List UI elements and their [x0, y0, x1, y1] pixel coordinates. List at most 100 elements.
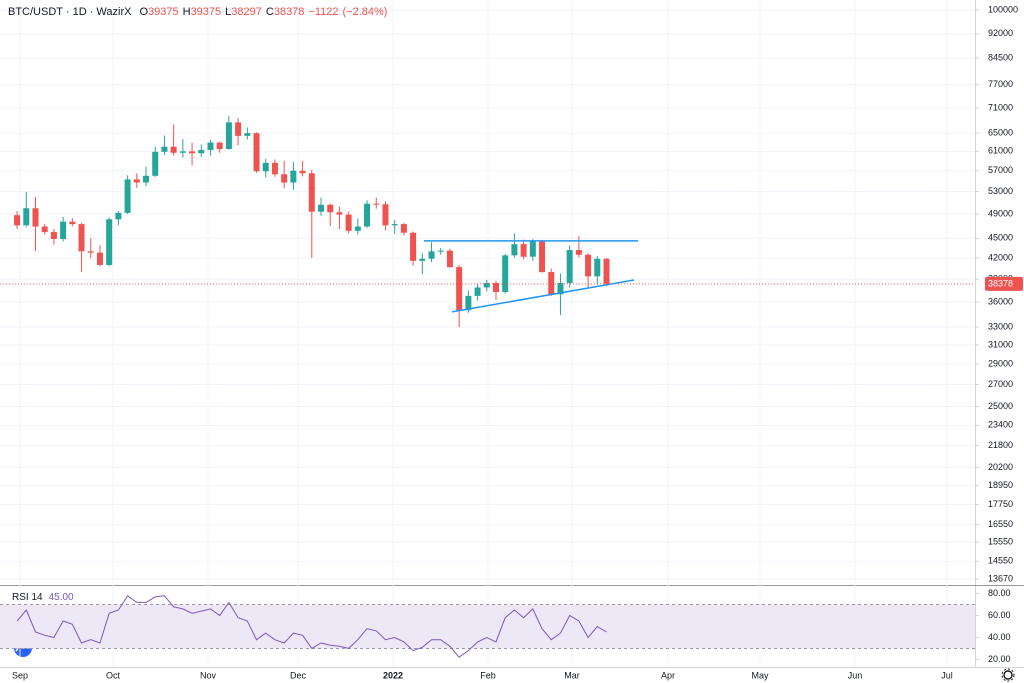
- candle-body: [437, 250, 444, 252]
- candle-body: [465, 295, 472, 311]
- candle-body: [253, 133, 260, 172]
- marks: [0, 116, 975, 658]
- y-tick-label: 16550: [988, 519, 1013, 529]
- rsi-line: [16, 595, 607, 658]
- candle-body: [262, 162, 269, 172]
- y-tick-label: 49000: [988, 208, 1013, 218]
- y-tick-label: 27000: [988, 379, 1013, 389]
- candle-body: [299, 170, 306, 174]
- legend-value: 39375: [190, 6, 222, 18]
- candle-body: [456, 267, 463, 311]
- y-tick-label: 31000: [988, 339, 1013, 349]
- legend-change-pct: (−2.84%): [342, 6, 388, 18]
- candle-body: [410, 232, 417, 261]
- legend-value: 38378: [273, 6, 305, 18]
- legend-value: 39375: [148, 6, 179, 18]
- candle-body: [216, 142, 223, 150]
- candle-body: [529, 241, 536, 257]
- y-tick-label: 23400: [988, 420, 1013, 430]
- candle-body: [520, 244, 527, 257]
- candle-body: [391, 224, 398, 226]
- legend-label: C: [265, 6, 274, 18]
- rsi-legend: RSI 14 45.00: [12, 592, 74, 603]
- x-tick-label: Jun: [848, 670, 863, 680]
- candle-body: [189, 151, 196, 154]
- y-tick-label: 100000: [988, 4, 1018, 14]
- x-tick-label: Jul: [941, 670, 953, 680]
- y-tick-label: 14550: [988, 556, 1013, 566]
- y-tick-label: 40.00: [988, 632, 1011, 642]
- candle-body: [143, 175, 150, 183]
- labels: 100000 92000 84500 77000 71000 65000 61000 5700…: [12, 4, 1023, 680]
- legend-label: H: [182, 6, 191, 18]
- trend-line: [451, 279, 635, 313]
- candle-body: [354, 226, 361, 231]
- y-tick-label: 53000: [988, 186, 1013, 196]
- candle-body: [548, 272, 555, 295]
- last-price-box: [985, 276, 1023, 291]
- candle-body: [603, 258, 610, 284]
- y-tick-label: 17750: [988, 499, 1013, 509]
- candle-body: [345, 214, 352, 231]
- y-tick-label: 77000: [988, 79, 1013, 89]
- y-tick-label: 60.00: [988, 610, 1011, 620]
- last-price-label: 38378: [988, 278, 1013, 288]
- candle-body: [557, 282, 564, 295]
- symbol-legend: BTC/USDT · 1D · WazirX O39375 H39375 L38297…: [8, 6, 391, 18]
- candle-body: [364, 203, 371, 227]
- candle-body: [308, 173, 315, 212]
- legend-label: L: [225, 6, 232, 18]
- candle-body: [290, 170, 297, 183]
- x-tick-label: Oct: [106, 670, 121, 680]
- x-tick-label: Mar: [564, 670, 580, 680]
- y-tick-label: 57000: [988, 165, 1013, 175]
- candle-body: [474, 287, 481, 296]
- candle-body: [502, 255, 509, 293]
- y-tick-label: 42000: [988, 252, 1013, 262]
- x-tick-label: Apr: [661, 670, 675, 680]
- y-tick-label: 20.00: [988, 654, 1011, 664]
- candle-body: [511, 244, 518, 256]
- candle-body: [179, 151, 186, 153]
- candle-body: [124, 179, 131, 213]
- y-tick-label: 15550: [988, 537, 1013, 547]
- x-tick-label: May: [751, 670, 769, 680]
- y-tick-label: 80.00: [988, 588, 1011, 598]
- y-tick-label: 84500: [988, 53, 1013, 63]
- candle-body: [87, 251, 94, 253]
- settings-gear[interactable]: [1001, 668, 1015, 682]
- candle-body: [152, 151, 159, 176]
- x-tick-label: Nov: [200, 670, 217, 680]
- candle-body: [96, 252, 103, 265]
- candle-body: [60, 221, 67, 239]
- y-tick-label: 71000: [988, 102, 1013, 112]
- candle-body: [244, 133, 251, 136]
- y-tick-label: 45000: [988, 233, 1013, 243]
- candle-body: [69, 221, 76, 225]
- x-tick-label: Sep: [12, 670, 28, 680]
- x-tick-label: Dec: [290, 670, 307, 680]
- y-tick-label: 13670: [988, 573, 1013, 583]
- candle-body: [483, 282, 490, 288]
- candle-body: [50, 232, 57, 239]
- y-tick-label: 25000: [988, 401, 1013, 411]
- candle-body: [373, 203, 380, 205]
- candle-body: [594, 258, 601, 277]
- candle-body: [428, 251, 435, 259]
- legend-change: −1122: [308, 6, 339, 18]
- candle-body: [336, 212, 343, 215]
- rsi-band: [0, 604, 975, 649]
- candle-body: [14, 215, 21, 226]
- grid: [0, 0, 979, 667]
- y-tick-label: 21800: [988, 440, 1013, 450]
- candle-body: [566, 250, 573, 283]
- candle-body: [446, 250, 453, 268]
- rsi-value: 45.00: [48, 592, 74, 603]
- y-tick-label: 61000: [988, 146, 1013, 156]
- candle-body: [133, 179, 140, 183]
- candle-body: [575, 250, 582, 255]
- candle-body: [419, 258, 426, 261]
